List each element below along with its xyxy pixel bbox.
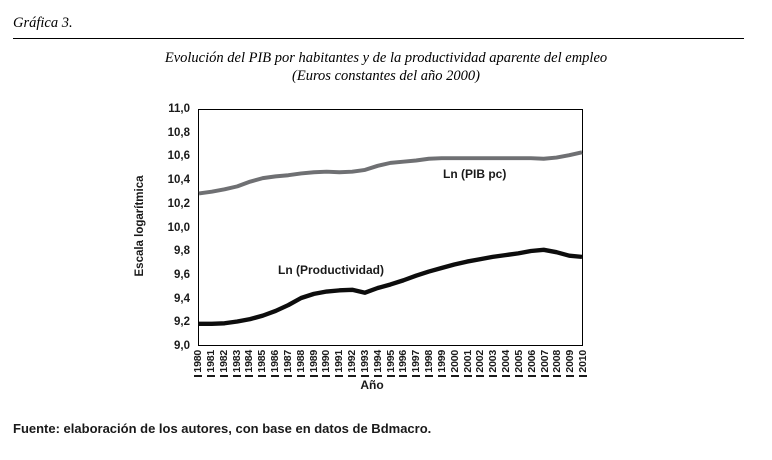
chart-title: Evolución del PIB por habitantes y de la… xyxy=(164,50,608,66)
x-tick-label: 1988 xyxy=(294,350,307,373)
x-tick-label: 1982 xyxy=(217,350,230,373)
x-tick-label: 1994 xyxy=(371,350,384,373)
x-tick-label: 1993 xyxy=(358,350,371,373)
productividad-line xyxy=(199,247,583,327)
x-tick-label: 1996 xyxy=(397,350,410,373)
x-tick-label: 2008 xyxy=(551,350,564,373)
x-axis-title: Año xyxy=(360,378,384,392)
x-tick-label: 1991 xyxy=(333,350,346,373)
figure-number-label: Gráfica 3. xyxy=(13,15,73,31)
series-label-pib-pc: Ln (PIB pc) xyxy=(443,167,507,181)
chart-title-block: Evolución del PIB por habitantes y de la… xyxy=(0,49,772,85)
y-tick-label: 10,0 xyxy=(167,221,190,234)
plot-area: Ln (PIB pc) Ln (Productividad) xyxy=(198,109,583,346)
x-tick-label: 1992 xyxy=(346,350,358,373)
x-tick-label: 1981 xyxy=(204,350,217,373)
x-tick-label: 1995 xyxy=(384,350,397,373)
x-tick-label: 2002 xyxy=(474,350,487,373)
x-tick-label: 1987 xyxy=(281,350,294,373)
y-tick-label: 9,2 xyxy=(174,316,190,329)
x-tick-label: 1999 xyxy=(435,350,448,373)
header-rule xyxy=(13,38,744,39)
x-tick-label: 2010 xyxy=(577,350,589,373)
y-tick-labels: 11,0 10,8 10,6 10,4 10,2 10,0 9,8 9,6 9,4 9,2 9,0 xyxy=(0,103,190,352)
y-tick-label: 9,8 xyxy=(174,245,190,258)
x-tick-label: 2003 xyxy=(487,350,500,373)
pib-pc-line xyxy=(198,150,583,196)
plot-svg xyxy=(198,150,583,327)
x-tick-label: 2001 xyxy=(461,350,474,373)
x-tick-label: 1986 xyxy=(269,350,281,373)
x-tick-label: 1980 xyxy=(192,350,204,373)
x-tick-label: 1998 xyxy=(423,350,435,373)
y-tick-label: 9,6 xyxy=(174,268,190,281)
x-tick-label: 2007 xyxy=(538,350,551,373)
x-tick-label: 2004 xyxy=(500,350,512,373)
source-note: Fuente: elaboración de los autores, con … xyxy=(13,421,432,436)
y-tick-label: 9,4 xyxy=(174,292,190,305)
series-label-productividad: Ln (Productividad) xyxy=(278,263,384,277)
x-tick-label: 1989 xyxy=(307,350,320,373)
x-tick-label: 1984 xyxy=(243,350,256,373)
x-tick-label: 2006 xyxy=(525,350,538,373)
x-tick-label: 1985 xyxy=(256,350,269,373)
y-tick-label: 10,8 xyxy=(167,126,190,139)
y-tick-label: 10,6 xyxy=(167,150,190,163)
y-tick-label: 10,2 xyxy=(167,197,190,210)
y-tick-label: 10,4 xyxy=(167,174,190,187)
y-tick-label: 11,0 xyxy=(168,103,190,115)
y-tick-label: 9,0 xyxy=(174,340,190,352)
x-tick-labels: 1980 1981 1982 1983 1984 1985 1986 1987 1988 1989… xyxy=(192,349,589,379)
x-tick-label: 1990 xyxy=(320,350,333,373)
chart-subtitle: (Euros constantes del año 2000) xyxy=(292,68,480,84)
x-tick-label: 2009 xyxy=(564,350,577,373)
x-tick-label: 2000 xyxy=(448,350,461,373)
x-tick-label: 2005 xyxy=(512,350,525,373)
x-tick-label: 1997 xyxy=(410,350,423,373)
x-tick-label: 1983 xyxy=(230,350,243,373)
